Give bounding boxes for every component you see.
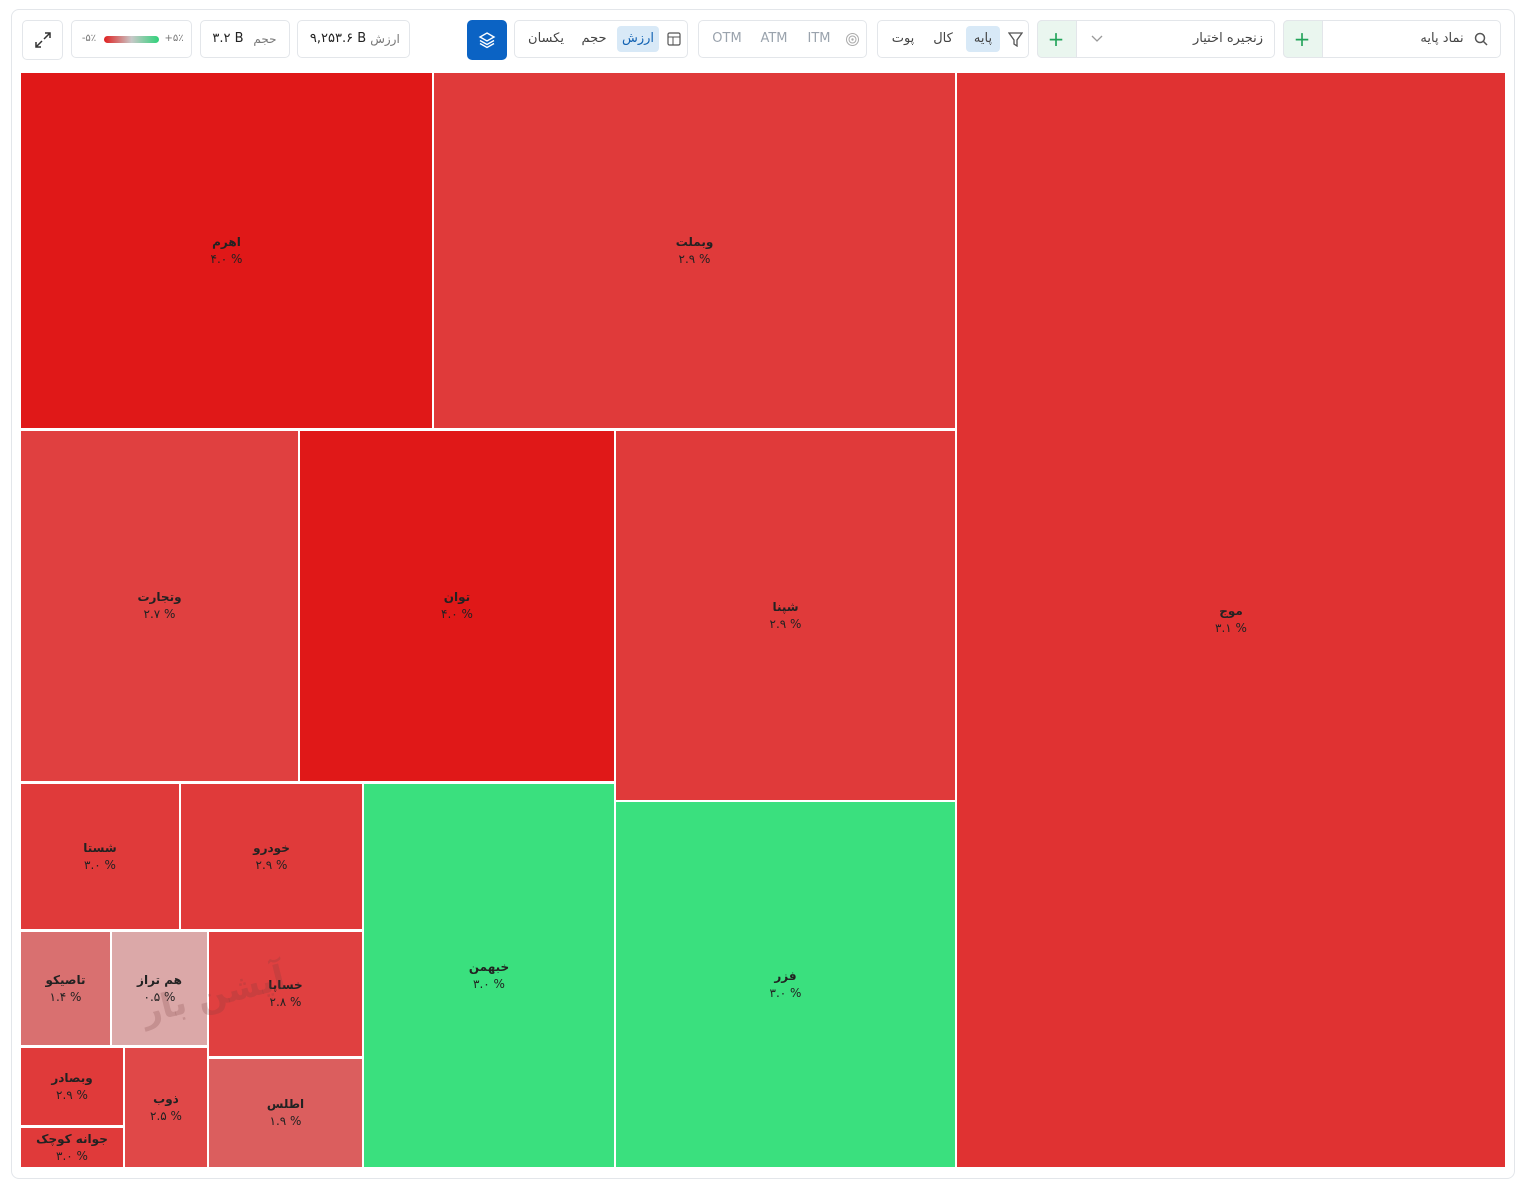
filter-option[interactable]: پایه bbox=[973, 31, 993, 46]
tile-label: خودرو bbox=[253, 840, 290, 855]
treemap-tile[interactable]: خبهمن ۳.۰ % bbox=[364, 784, 614, 1167]
value-amount: ۹,۲۵۳.۶ B bbox=[309, 31, 367, 46]
treemap-tile[interactable]: وبصادر ۲.۹ % bbox=[21, 1048, 123, 1125]
volume-box bbox=[200, 20, 290, 58]
treemap-tile[interactable]: وتجارت ۲.۷ % bbox=[21, 431, 298, 781]
tile-label: تاصیکو bbox=[45, 972, 86, 987]
tile-label: وتجارت bbox=[137, 590, 182, 604]
tile-label: توان bbox=[443, 590, 471, 604]
size-option[interactable]: یکسان bbox=[528, 31, 564, 46]
tile-change: ۴.۰ % bbox=[210, 251, 243, 266]
tile-change: ۳.۰ % bbox=[56, 1148, 88, 1163]
tile-label: وبملت bbox=[675, 234, 714, 249]
search-placeholder: نماد پایه bbox=[1420, 31, 1464, 46]
tile-label: موج bbox=[1219, 604, 1243, 618]
tile-change: ۳.۱ % bbox=[1215, 621, 1247, 635]
moneyness-option[interactable]: OTM bbox=[712, 31, 742, 46]
treemap-tile[interactable]: خودرو ۲.۹ % bbox=[181, 784, 362, 929]
tile-label: ذوب bbox=[153, 1091, 179, 1106]
legend-min: -۵٪ bbox=[81, 33, 97, 44]
tile-change: ۲.۹ % bbox=[769, 616, 802, 631]
tile-change: ۰.۵ % bbox=[143, 989, 176, 1004]
tile-change: ۱.۹ % bbox=[269, 1114, 302, 1128]
layers-button[interactable] bbox=[467, 20, 507, 60]
layers-icon bbox=[478, 32, 496, 49]
filter-icon bbox=[1008, 32, 1023, 47]
value-box bbox=[297, 20, 410, 58]
search-icon bbox=[1474, 32, 1488, 46]
tile-change: ۳.۰ % bbox=[473, 976, 505, 991]
legend-gradient bbox=[104, 36, 159, 43]
tile-label: شپنا bbox=[772, 599, 799, 614]
target-icon bbox=[846, 33, 859, 46]
tile-change: ۴.۰ % bbox=[441, 607, 473, 621]
treemap-tile[interactable]: توان ۴.۰ % bbox=[300, 431, 614, 781]
tile-label: خبهمن bbox=[468, 959, 510, 974]
active-pill bbox=[617, 26, 659, 52]
filter-group bbox=[877, 20, 1029, 58]
tile-label: اهرم bbox=[212, 234, 241, 249]
plus-icon: + bbox=[1047, 27, 1065, 51]
size-group bbox=[514, 20, 688, 58]
treemap-tile[interactable]: ذوب ۲.۵ % bbox=[125, 1048, 207, 1167]
treemap-tile[interactable]: اطلس ۱.۹ % bbox=[209, 1059, 362, 1167]
tile-label: خساپا bbox=[268, 978, 303, 992]
layout-icon bbox=[667, 32, 681, 46]
tile-label: اطلس bbox=[266, 1097, 305, 1111]
treemap-tile[interactable]: خساپا ۲.۸ % bbox=[209, 932, 362, 1056]
tile-change: ۳.۰ % bbox=[84, 857, 116, 872]
add-button[interactable] bbox=[1283, 20, 1323, 58]
add-chain-button[interactable] bbox=[1037, 20, 1077, 58]
treemap-tile[interactable]: وبملت ۲.۹ % bbox=[434, 73, 955, 428]
moneyness-option[interactable]: ITM bbox=[807, 31, 831, 46]
frame bbox=[11, 9, 1515, 1179]
treemap-tile[interactable]: فزر ۳.۰ % bbox=[616, 802, 955, 1167]
tile-change: ۱.۴ % bbox=[49, 989, 82, 1004]
size-option[interactable]: ارزش bbox=[621, 31, 655, 46]
tile-label: وبصادر bbox=[51, 1070, 93, 1085]
moneyness-group bbox=[698, 20, 867, 58]
tile-change: ۲.۷ % bbox=[143, 607, 176, 621]
tile-change: ۳.۰ % bbox=[769, 985, 802, 1000]
filter-option[interactable]: کال bbox=[933, 31, 953, 46]
legend-max: +۵٪ bbox=[164, 33, 184, 44]
chain-label: زنجیره اختیار bbox=[1192, 31, 1264, 46]
value-label: ارزش bbox=[370, 32, 400, 46]
tile-change: ۲.۵ % bbox=[150, 1108, 182, 1123]
volume-label: حجم bbox=[253, 32, 277, 46]
tile-label: جوانه کوچک bbox=[36, 1131, 108, 1146]
treemap-tile[interactable]: جوانه کوچک ۳.۰ % bbox=[21, 1128, 123, 1167]
treemap-tile[interactable]: هم تراز ۰.۵ % bbox=[112, 932, 207, 1045]
filter-option[interactable]: پوت bbox=[891, 31, 915, 46]
expand-button[interactable] bbox=[22, 20, 63, 60]
tile-change: ۲.۹ % bbox=[255, 857, 288, 872]
tile-change: ۲.۹ % bbox=[678, 251, 711, 266]
treemap-tile[interactable]: تاصیکو ۱.۴ % bbox=[21, 932, 110, 1045]
treemap-tile[interactable]: اهرم ۴.۰ % bbox=[21, 73, 432, 428]
tile-label: فزر bbox=[774, 968, 797, 983]
tile-change: ۲.۹ % bbox=[56, 1087, 88, 1102]
tile-label: هم تراز bbox=[137, 972, 182, 987]
moneyness-option[interactable]: ATM bbox=[760, 31, 788, 46]
plus-icon: + bbox=[1293, 27, 1311, 51]
expand-icon bbox=[35, 32, 51, 48]
treemap-tile[interactable]: شستا ۳.۰ % bbox=[21, 784, 179, 929]
chevron bbox=[1091, 35, 1103, 42]
volume-amount: ۳.۲ B bbox=[212, 31, 244, 46]
active-pill bbox=[966, 26, 1000, 52]
tile-change: ۲.۸ % bbox=[269, 995, 302, 1009]
tile-label: شستا bbox=[83, 840, 117, 855]
treemap-tile[interactable]: شپنا ۲.۹ % bbox=[616, 431, 955, 800]
size-option[interactable]: حجم bbox=[581, 31, 607, 46]
treemap-tile[interactable]: موج ۳.۱ % bbox=[957, 73, 1505, 1167]
